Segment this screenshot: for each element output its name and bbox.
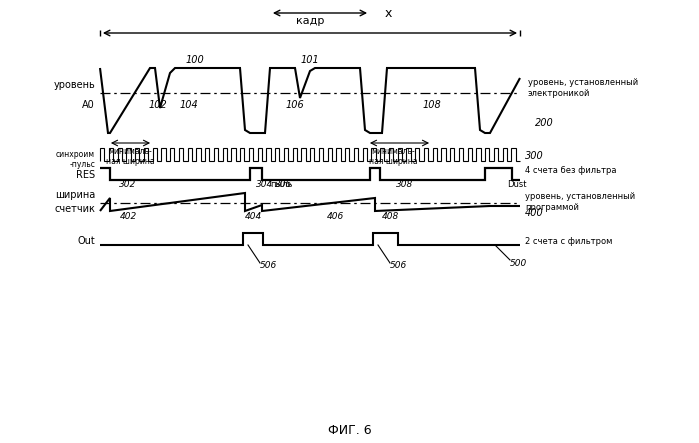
Text: Out: Out	[78, 236, 95, 246]
Text: 101: 101	[301, 55, 319, 65]
Text: 408: 408	[382, 211, 398, 221]
Text: счетчик: счетчик	[54, 204, 95, 214]
Text: уровень, установленный
программой: уровень, установленный программой	[525, 192, 635, 212]
Text: 200: 200	[535, 118, 554, 128]
Text: A0: A0	[82, 100, 95, 110]
Text: 102: 102	[149, 100, 167, 110]
Text: 2 счета с фильтром: 2 счета с фильтром	[525, 237, 612, 245]
Text: x: x	[385, 7, 392, 19]
Text: 100: 100	[186, 55, 204, 65]
Text: 300: 300	[525, 151, 544, 161]
Text: 406: 406	[326, 211, 344, 221]
Text: 104: 104	[180, 100, 199, 110]
Text: 308: 308	[396, 179, 414, 189]
Text: 306: 306	[275, 179, 293, 189]
Text: минималь-
ная ширина: минималь- ная ширина	[106, 147, 154, 167]
Text: 400: 400	[525, 208, 544, 218]
Text: 106: 106	[286, 100, 304, 110]
Text: 108: 108	[423, 100, 441, 110]
Text: ФИГ. 6: ФИГ. 6	[329, 424, 372, 438]
Text: 404: 404	[245, 211, 261, 221]
Text: Dust: Dust	[507, 179, 526, 189]
Text: минималь-
ная ширина: минималь- ная ширина	[368, 147, 417, 167]
Text: 506: 506	[260, 261, 278, 271]
Text: синхроим
-пульс: синхроим -пульс	[56, 150, 95, 169]
Text: 506: 506	[390, 261, 408, 271]
Text: 302: 302	[120, 179, 136, 189]
Text: уровень, установленный
электроникой: уровень, установленный электроникой	[528, 78, 638, 98]
Text: RES: RES	[76, 170, 95, 180]
Text: 304: 304	[257, 179, 273, 189]
Text: 402: 402	[120, 211, 136, 221]
Text: ширина: ширина	[55, 190, 95, 200]
Text: 500: 500	[510, 259, 527, 268]
Text: 4 счета без фильтра: 4 счета без фильтра	[525, 166, 617, 175]
Text: пыль: пыль	[270, 179, 292, 189]
Text: уровень: уровень	[53, 80, 95, 90]
Text: кадр: кадр	[296, 16, 324, 26]
